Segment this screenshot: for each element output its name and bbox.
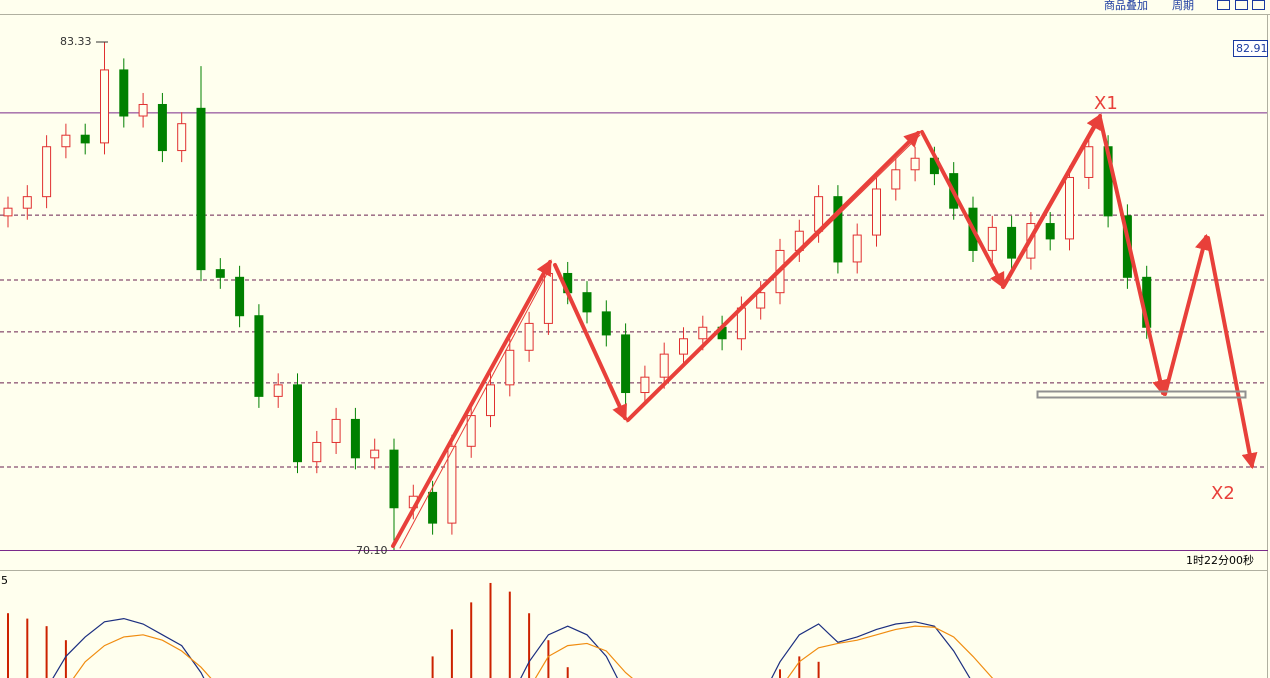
period-button[interactable]: 周期: [1172, 0, 1194, 12]
indicator-title: 5: [1, 574, 8, 587]
candle-body: [80, 134, 90, 144]
min-label: 70.10: [356, 544, 388, 557]
candle-body: [138, 103, 148, 117]
candle-body: [872, 188, 881, 236]
max-label: 83.33: [60, 35, 92, 48]
price-label: 82.91: [1236, 42, 1268, 55]
annotation: X2: [1211, 483, 1235, 504]
trend-arrows: [391, 113, 1258, 549]
candle-body: [543, 272, 553, 324]
candle-body: [389, 449, 399, 509]
candle-body: [215, 269, 225, 278]
candle-body: [679, 338, 688, 355]
candle-body: [3, 207, 13, 217]
candle-body: [852, 234, 862, 263]
nav-icons[interactable]: [1217, 0, 1265, 10]
candle-body: [1065, 176, 1074, 240]
candle-body: [177, 123, 187, 152]
candle-body: [331, 418, 341, 443]
candle-body: [698, 326, 708, 340]
candle-body: [1045, 223, 1055, 240]
candle-body: [119, 69, 129, 117]
candle-body: [312, 441, 322, 463]
candle-body: [100, 69, 109, 144]
candle-body: [370, 449, 380, 459]
candle-body: [22, 196, 32, 209]
candle-body: [756, 292, 766, 309]
candle-body: [910, 157, 920, 171]
macd-line: [72, 625, 994, 678]
price-box: [1233, 40, 1268, 57]
candle-body: [601, 311, 611, 336]
candle-body: [621, 334, 631, 394]
candle-body: [640, 376, 650, 394]
candle-body: [293, 384, 302, 463]
candle-body: [428, 491, 438, 524]
candle-body: [157, 103, 167, 152]
candle-body: [447, 445, 457, 524]
candle-body: [833, 196, 843, 263]
overlay-button[interactable]: 商品叠加: [1104, 0, 1148, 12]
candle-body: [505, 349, 515, 386]
candle-body: [486, 384, 495, 417]
candle-body: [1084, 146, 1094, 178]
candle-body: [61, 134, 71, 148]
target-box: [1036, 390, 1247, 399]
annotation: X1: [1094, 93, 1118, 114]
candle-body: [196, 107, 206, 271]
candle-body: [659, 353, 669, 378]
time-label: 1时22分00秒: [1186, 553, 1254, 567]
candle-body: [350, 418, 360, 459]
candle-body: [273, 384, 283, 397]
candle-body: [582, 292, 592, 313]
candle-body: [891, 169, 901, 190]
candle-body: [524, 322, 534, 351]
candle-body: [254, 315, 264, 397]
candle-body: [42, 146, 52, 198]
candle-body: [987, 226, 997, 251]
candle-body: [1007, 226, 1017, 259]
candle-body: [235, 276, 245, 317]
